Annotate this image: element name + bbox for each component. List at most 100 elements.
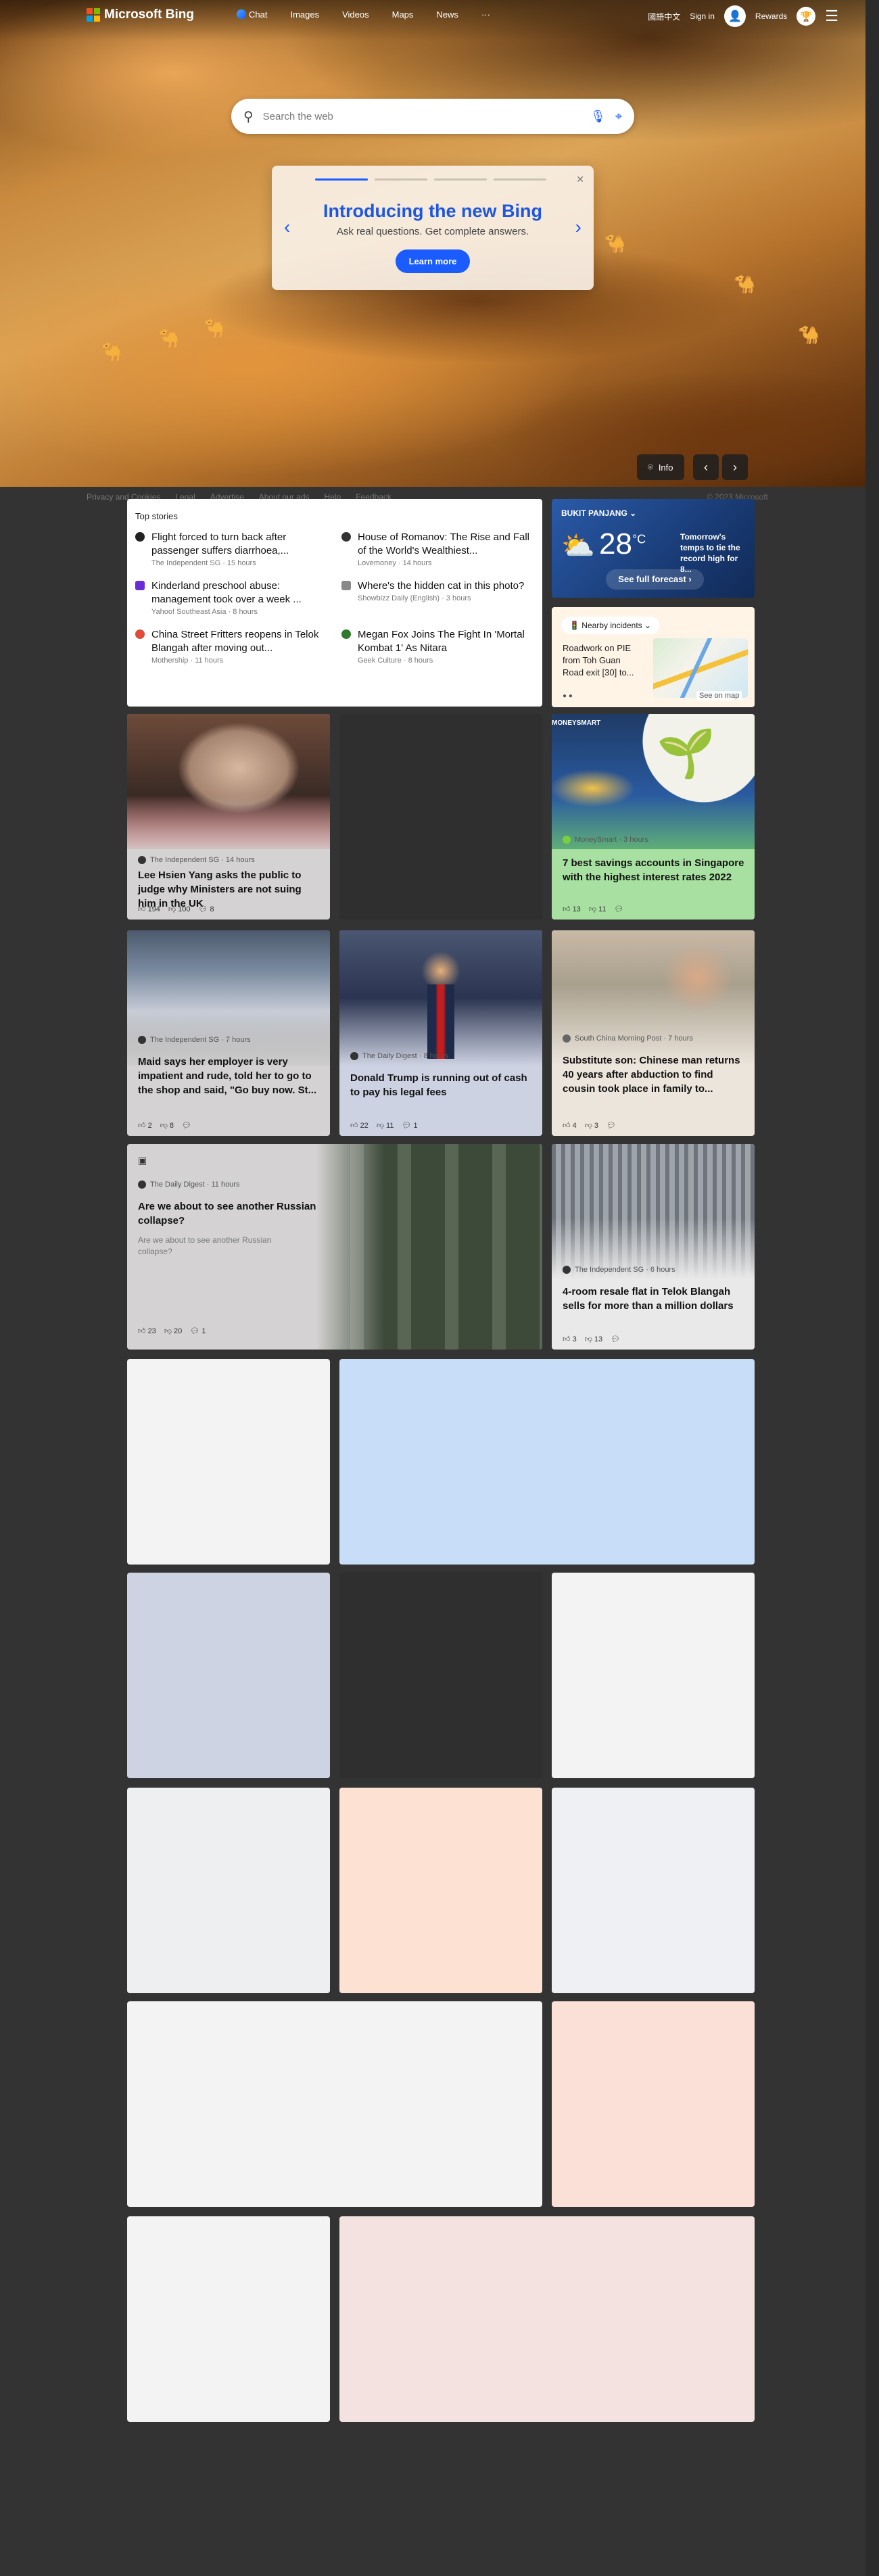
traffic-map[interactable] — [653, 638, 748, 698]
nav-more[interactable]: ··· — [481, 9, 490, 20]
chevron-left-icon[interactable]: ‹ — [284, 216, 291, 237]
news-headline[interactable]: Maid says her employer is very impatient… — [138, 1056, 317, 1096]
news-headline[interactable]: 4-room resale flat in Telok Blangah sell… — [563, 1286, 734, 1312]
engagement-bar: 👍︎ 194 👎︎ 100 💬︎ 8 — [138, 905, 214, 913]
carousel-dot[interactable] — [315, 178, 368, 181]
dislike-button[interactable]: 👎︎ 20 — [164, 1327, 182, 1335]
story-item[interactable]: Where's the hidden cat in this photo? Sho… — [341, 579, 534, 616]
news-snippet: Are we about to see another Russian coll… — [138, 1235, 272, 1256]
weather-card[interactable]: BUKIT PANJANG ⌄ ⛅ 28°C Tomorrow's temps … — [552, 499, 755, 598]
like-button[interactable]: 👍︎ 194 — [138, 905, 160, 913]
dislike-button[interactable]: 👎︎ 3 — [585, 1121, 598, 1130]
top-stories-card: Top stories Flight forced to turn back a… — [127, 499, 542, 707]
dislike-button[interactable]: 👎︎ 13 — [585, 1335, 602, 1343]
news-card[interactable]: The Daily Digest · 8 hours Donald Trump … — [339, 930, 542, 1136]
like-button[interactable]: 👍︎ 22 — [350, 1121, 369, 1130]
story-item[interactable]: China Street Fritters reopens in Telok B… — [135, 628, 328, 665]
language-link[interactable]: 國語中文 — [648, 11, 681, 22]
like-button[interactable]: 👍︎ 4 — [563, 1121, 577, 1130]
like-button[interactable]: 👍︎ 13 — [563, 905, 581, 913]
moneysmart-label: MONEYSMART — [552, 719, 601, 727]
news-headline[interactable]: Donald Trump is running out of cash to p… — [350, 1072, 527, 1098]
nav-videos[interactable]: Videos — [342, 9, 369, 20]
comment-button[interactable]: 💬︎ — [607, 1121, 616, 1130]
search-icon[interactable]: ⚲ — [243, 109, 254, 124]
camel-icon: 🐪 — [158, 328, 180, 348]
story-source: Mothership · 11 hours — [151, 657, 224, 665]
temperature: 28°C — [599, 527, 646, 561]
dislike-button[interactable]: 👎︎ 8 — [160, 1121, 174, 1130]
scrollbar[interactable] — [865, 0, 879, 2576]
story-item[interactable]: Megan Fox Joins The Fight In 'Mortal Kom… — [341, 628, 534, 665]
pager-dots[interactable]: ● ● — [563, 692, 573, 700]
learn-more-button[interactable]: Learn more — [395, 249, 471, 273]
news-card[interactable]: The Independent SG · 14 hours Lee Hsien … — [127, 714, 330, 920]
comment-button[interactable]: 💬︎ 8 — [199, 905, 214, 913]
like-count: 23 — [147, 1327, 156, 1335]
weather-alert[interactable]: Tomorrow's temps to tie the record high … — [680, 531, 751, 575]
news-card[interactable]: The Independent SG · 7 hours Maid says h… — [127, 930, 330, 1136]
news-card[interactable]: South China Morning Post · 7 hours Subst… — [552, 930, 755, 1136]
traffic-incident-text[interactable]: Roadwork on PIE from Toh Guan Road exit … — [563, 643, 634, 677]
chevron-right-icon[interactable]: › — [575, 216, 581, 237]
see-full-forecast-button[interactable]: See full forecast › — [606, 569, 704, 590]
visual-search-icon[interactable]: ⌖ — [615, 109, 622, 123]
hamburger-menu-icon[interactable]: ☰ — [825, 7, 838, 24]
nav-chat[interactable]: Chat — [237, 9, 267, 20]
carousel-dot[interactable] — [494, 178, 546, 181]
story-headline: Flight forced to turn back after passeng… — [151, 531, 289, 556]
rewards-link[interactable]: Rewards — [755, 11, 788, 21]
previous-image-button[interactable]: ‹ — [693, 454, 719, 480]
comment-button[interactable]: 💬︎ 1 — [402, 1121, 417, 1130]
brand-name: Microsoft Bing — [104, 7, 194, 22]
sign-in-link[interactable]: Sign in — [690, 11, 715, 21]
comment-button[interactable]: 💬︎ 1 — [190, 1327, 206, 1335]
news-card[interactable]: The Independent SG · 6 hours 4-room resa… — [552, 1144, 755, 1350]
news-headline[interactable]: Lee Hsien Yang asks the public to judge … — [138, 869, 302, 909]
nav-images[interactable]: Images — [290, 9, 320, 20]
search-input[interactable] — [262, 110, 581, 122]
video-badge-icon: ▣ — [138, 1155, 147, 1166]
avatar-icon[interactable]: 👤 — [723, 5, 746, 27]
nav-maps[interactable]: Maps — [391, 9, 414, 20]
story-item[interactable]: Flight forced to turn back after passeng… — [135, 531, 328, 567]
comment-button[interactable]: 💬︎ — [182, 1121, 191, 1130]
dislike-button[interactable]: 👎︎ 11 — [377, 1121, 394, 1130]
chevron-left-icon: ‹ — [704, 460, 708, 474]
carousel-dot[interactable] — [375, 178, 427, 181]
next-image-button[interactable]: › — [722, 454, 748, 480]
news-headline[interactable]: Substitute son: Chinese man returns 40 y… — [563, 1055, 740, 1095]
thumbs-up-icon: 👍︎ — [350, 1122, 358, 1130]
dislike-button[interactable]: 👎︎ 11 — [589, 905, 607, 913]
bing-logo[interactable]: Microsoft Bing — [87, 7, 194, 22]
like-button[interactable]: 👍︎ 23 — [138, 1327, 156, 1335]
story-item[interactable]: Kinderland preschool abuse: management t… — [135, 579, 328, 616]
comment-icon: 💬︎ — [614, 905, 624, 913]
news-headline[interactable]: Are we about to see another Russian coll… — [138, 1201, 316, 1226]
nearby-incidents-dropdown[interactable]: 🚦 Nearby incidents ⌄ — [561, 617, 660, 634]
story-item[interactable]: House of Romanov: The Rise and Fall of t… — [341, 531, 534, 567]
carousel-dot[interactable] — [434, 178, 487, 181]
weather-location[interactable]: BUKIT PANJANG ⌄ — [561, 508, 745, 518]
news-image — [316, 1144, 542, 1350]
chevron-right-icon: › — [733, 460, 737, 474]
nav-news[interactable]: News — [436, 9, 458, 20]
news-headline[interactable]: 7 best savings accounts in Singapore wit… — [563, 857, 744, 883]
close-icon[interactable]: ✕ — [576, 174, 584, 185]
news-card[interactable]: MONEYSMART 🌱 MoneySmart · 3 hours 7 best… — [552, 714, 755, 920]
see-on-map-link[interactable]: See on map — [696, 691, 742, 700]
news-card-wide[interactable]: ▣ The Daily Digest · 11 hours Are we abo… — [127, 1144, 542, 1350]
loading-card — [127, 2216, 330, 2422]
comment-button[interactable]: 💬︎ — [611, 1335, 620, 1343]
rewards-trophy-icon[interactable]: 🏆 — [797, 7, 816, 26]
publisher-icon — [341, 532, 351, 542]
like-button[interactable]: 👍︎ 2 — [138, 1121, 152, 1130]
image-info-button[interactable]: ⌾ Info — [637, 454, 684, 480]
comment-button[interactable]: 💬︎ — [614, 905, 623, 913]
like-button[interactable]: 👍︎ 3 — [563, 1335, 577, 1343]
like-count: 4 — [572, 1122, 577, 1130]
info-label: Info — [658, 462, 673, 473]
microphone-icon[interactable]: 🎙 — [590, 109, 606, 123]
camel-icon: 🐪 — [100, 341, 122, 362]
dislike-button[interactable]: 👎︎ 100 — [168, 905, 191, 913]
